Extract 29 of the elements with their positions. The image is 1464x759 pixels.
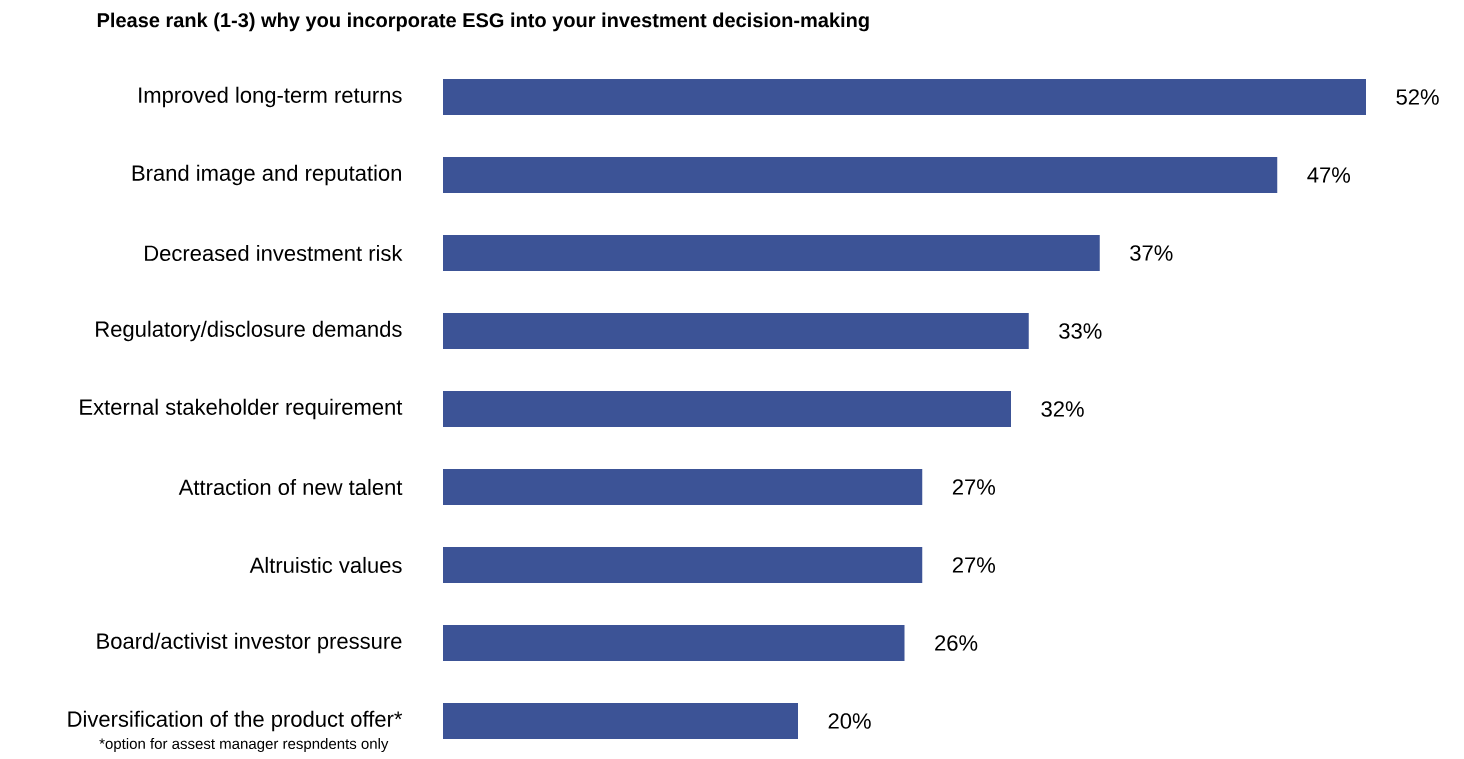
data-label: 32%: [1041, 401, 1084, 417]
data-label: 20%: [828, 713, 871, 729]
y-tick-label: Regulatory/disclosure demands: [96, 320, 402, 342]
data-label: 47%: [1307, 167, 1351, 183]
y-tick-label: Altruistic values: [249, 556, 402, 574]
bar: [443, 78, 1366, 115]
chart-title: Please rank (1-3) why you incorporate ESG into your investment decision-making: [97, 12, 869, 32]
bar: [443, 702, 798, 739]
bar: [443, 469, 923, 505]
y-tick-label: Board/activist investor pressure: [97, 632, 402, 654]
y-tick-label: Diversification of the product offer*: [68, 710, 403, 732]
y-tick-label: Brand image and reputation: [132, 164, 401, 186]
data-label: 33%: [1059, 323, 1102, 339]
bar: [443, 390, 1011, 427]
data-label: 26%: [935, 635, 978, 651]
bar: [443, 624, 905, 661]
y-tick-label: Improved long-term returns: [139, 86, 402, 108]
bar: [443, 312, 1029, 349]
y-tick-label: External stakeholder requirement: [80, 398, 403, 420]
bar: [443, 546, 923, 583]
data-label: 27%: [952, 479, 996, 495]
data-label: 27%: [952, 557, 996, 573]
data-label: 52%: [1396, 89, 1439, 105]
y-tick-label: Decreased investment risk: [145, 244, 403, 262]
y-tick-label: Attraction of new talent: [178, 478, 403, 496]
data-label: 37%: [1130, 245, 1173, 261]
bar: [443, 156, 1278, 193]
bar: [443, 235, 1100, 271]
text: *option for assest manager respndents only: [99, 737, 389, 752]
